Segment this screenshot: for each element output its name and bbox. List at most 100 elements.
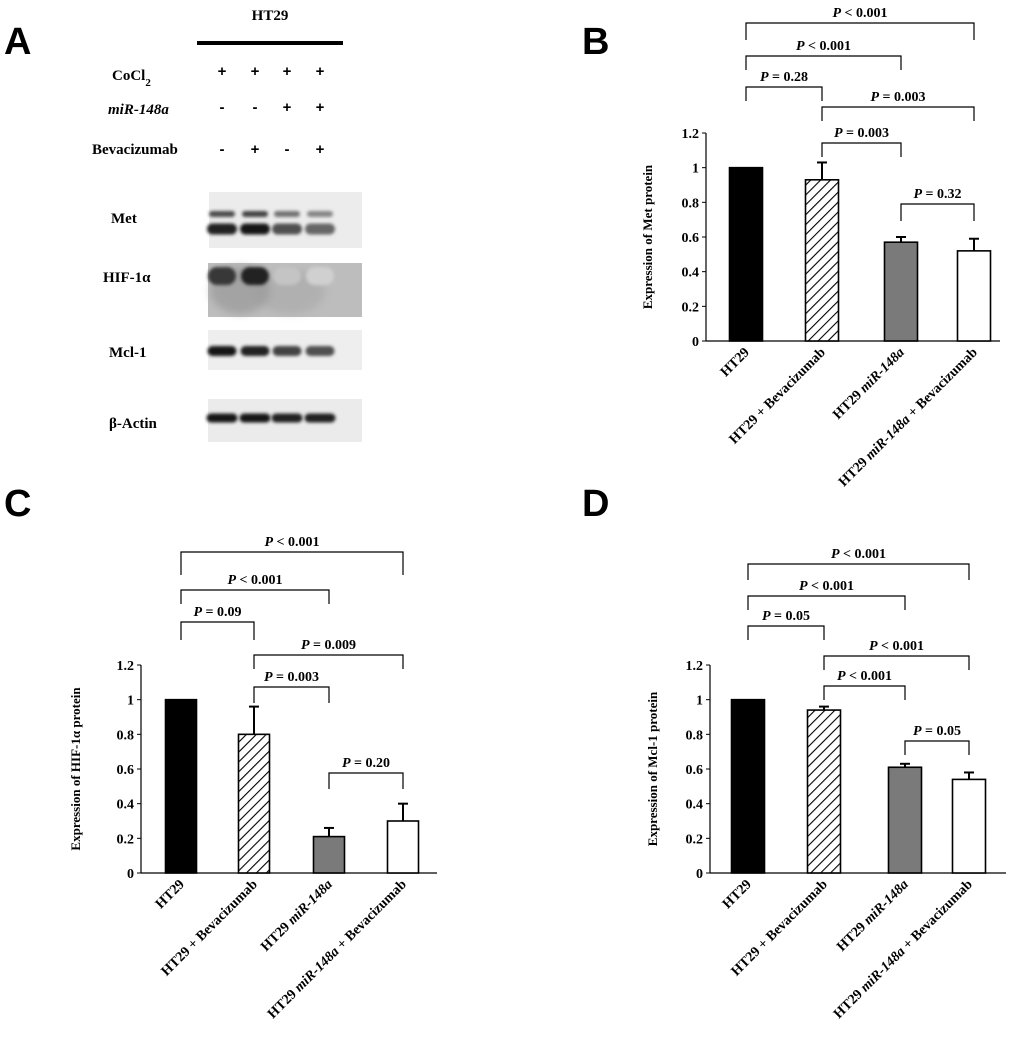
y-tick-label: 0.6 xyxy=(117,763,135,778)
y-tick-label: 0.2 xyxy=(117,832,135,847)
treatment-sign: - xyxy=(220,141,225,158)
significance-bracket xyxy=(745,55,902,70)
p-value-label: P = 0.003 xyxy=(264,670,319,685)
significance-bracket xyxy=(821,142,902,157)
treatment-sign: + xyxy=(316,141,325,158)
y-tick-label: 0.6 xyxy=(682,231,700,246)
treatment-sign: + xyxy=(218,63,227,80)
x-category-label: HT29 xyxy=(718,345,753,380)
x-category-label: HT29 miR-148a + Bevacizumab xyxy=(265,877,410,1022)
treatment-sign: - xyxy=(253,99,258,116)
treatment-sign: + xyxy=(283,63,292,80)
x-category-label: HT29 miR-148a xyxy=(258,877,335,954)
y-tick-label: 0.4 xyxy=(682,266,700,281)
p-value-label: P = 0.003 xyxy=(834,126,889,141)
p-value-label: P = 0.05 xyxy=(762,609,810,624)
significance-bracket xyxy=(253,654,404,669)
blot-bands xyxy=(206,211,336,423)
blot-band xyxy=(242,211,268,217)
y-tick-label: 0 xyxy=(127,867,134,882)
chart-panel-b: 0 0.2 0.4 0.6 0.8 1 1.2 Expression of Met prote… xyxy=(640,6,1000,490)
blot-band xyxy=(306,267,334,285)
blot-cell-line-label: HT29 xyxy=(252,8,289,24)
blot-band xyxy=(272,223,302,235)
p-value-label: P = 0.28 xyxy=(760,70,808,85)
y-tick-label: 0.2 xyxy=(686,832,704,847)
protein-label-met: Met xyxy=(111,211,137,227)
bar xyxy=(883,241,919,342)
x-category-label: HT29 miR-148a + Bevacizumab xyxy=(831,877,976,1022)
x-category-label: HT29 xyxy=(153,877,188,912)
blot-strip-met xyxy=(209,192,362,248)
y-tick-label: 0.6 xyxy=(686,763,704,778)
blot-band xyxy=(271,413,303,423)
significance-bracket xyxy=(180,551,404,575)
x-category-label: HT29 miR-148a xyxy=(830,345,907,422)
treatment-sign: + xyxy=(251,141,260,158)
p-value-label: P = 0.09 xyxy=(193,605,241,620)
blot-band xyxy=(240,346,270,356)
bar xyxy=(728,166,764,342)
blot-band xyxy=(274,211,300,217)
p-value-label: P < 0.001 xyxy=(837,669,892,684)
bar xyxy=(386,820,420,874)
y-axis-title: Expression of Met protein xyxy=(640,164,655,309)
y-tick-label: 0.8 xyxy=(682,196,700,211)
p-value-label: P = 0.32 xyxy=(913,187,961,202)
significance-bracket xyxy=(747,625,825,640)
blot-band xyxy=(273,267,301,285)
significance-bracket xyxy=(253,686,330,703)
protein-label-bactin: β-Actin xyxy=(109,416,158,432)
blot-band xyxy=(305,223,335,235)
y-tick-label: 1 xyxy=(692,162,699,177)
bar xyxy=(164,698,198,874)
significance-bracket xyxy=(745,22,975,40)
blot-band xyxy=(304,413,336,423)
significance-bracket xyxy=(180,621,255,640)
treatment-sign: + xyxy=(316,63,325,80)
significance-bracket xyxy=(747,563,970,580)
treatment-label-mir148a: miR-148a xyxy=(108,102,169,118)
y-tick-label: 0.8 xyxy=(117,728,135,743)
p-value-label: P < 0.001 xyxy=(799,579,854,594)
x-category-label: HT29 miR-148a + Bevacizumab xyxy=(836,345,981,490)
y-axis-title: Expression of HIF-1α protein xyxy=(68,687,83,851)
treatment-sign: + xyxy=(251,63,260,80)
p-value-label: P < 0.001 xyxy=(796,39,851,54)
blot-band xyxy=(207,223,237,235)
panel-label-d: D xyxy=(582,483,609,525)
treatment-sign: - xyxy=(285,141,290,158)
p-value-label: P = 0.05 xyxy=(913,724,961,739)
y-axis-title: Expression of Mcl-1 protein xyxy=(645,691,660,846)
p-value-label: P = 0.20 xyxy=(342,756,390,771)
blot-band xyxy=(272,346,302,356)
significance-bracket xyxy=(821,106,975,121)
y-tick-label: 0 xyxy=(696,867,703,882)
p-value-label: P = 0.009 xyxy=(301,638,356,653)
blot-band xyxy=(241,267,269,285)
p-value-label: P < 0.001 xyxy=(831,547,886,562)
treatment-label-cocl2: CoCl2 xyxy=(112,68,151,89)
significance-bracket xyxy=(823,685,906,700)
p-value-label: P < 0.001 xyxy=(832,6,887,21)
p-value-label: P < 0.001 xyxy=(227,573,282,588)
bar xyxy=(887,766,923,874)
blot-band xyxy=(209,211,235,217)
significance-bracket xyxy=(823,655,970,670)
p-value-label: P = 0.003 xyxy=(870,90,925,105)
bar xyxy=(951,778,987,874)
y-tick-label: 0 xyxy=(692,335,699,350)
y-tick-label: 0.4 xyxy=(117,798,135,813)
panel-label-c: C xyxy=(4,483,31,525)
bar xyxy=(730,698,766,874)
blot-band xyxy=(305,346,335,356)
bar xyxy=(804,179,840,342)
y-tick-label: 0.4 xyxy=(686,798,704,813)
significance-bracket xyxy=(180,589,330,604)
treatment-sign: + xyxy=(316,99,325,116)
treatment-sign: - xyxy=(220,99,225,116)
p-value-label: P < 0.001 xyxy=(264,535,319,550)
bar xyxy=(312,835,346,874)
chart-panel-c: 0 0.2 0.4 0.6 0.8 1 1.2 Expression of HIF-1α pr… xyxy=(68,535,437,1022)
protein-label-mcl1: Mcl-1 xyxy=(109,345,146,361)
